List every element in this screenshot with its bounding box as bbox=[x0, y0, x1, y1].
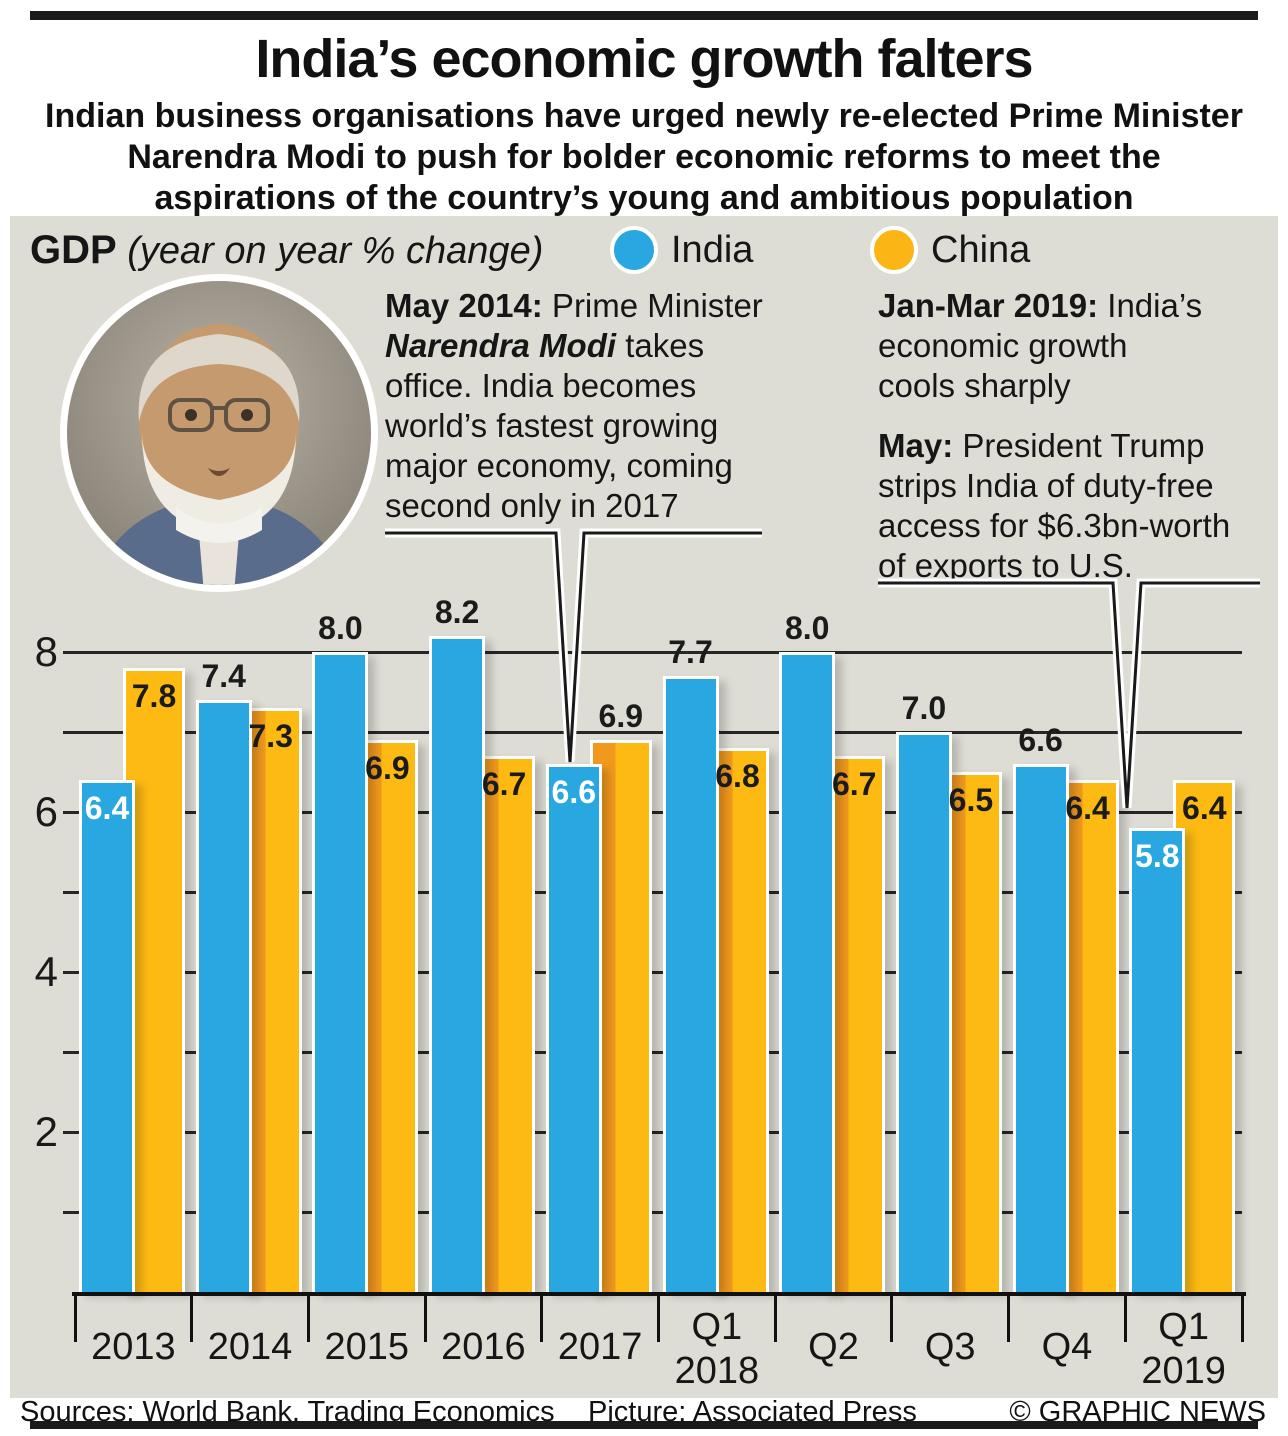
china-value-label: 6.4 bbox=[1182, 790, 1227, 826]
china-value-label: 6.5 bbox=[948, 782, 994, 818]
axis-baseline bbox=[72, 1292, 1246, 1296]
india-bar bbox=[545, 764, 602, 1292]
india-bar bbox=[662, 676, 719, 1292]
india-value-label: 5.8 bbox=[1135, 838, 1180, 874]
x-axis-label: 2017 bbox=[557, 1326, 643, 1368]
legend-item-india: India bbox=[610, 226, 753, 274]
axis-divider bbox=[1007, 1296, 1011, 1342]
legend-item-china: China bbox=[870, 226, 1030, 274]
x-axis-label: Q4 bbox=[1041, 1326, 1093, 1368]
axis-divider bbox=[1240, 1296, 1244, 1342]
gridline bbox=[63, 891, 1242, 894]
annotation-lead: May 2014: bbox=[385, 287, 543, 324]
china-value-label: 6.7 bbox=[481, 766, 527, 802]
gridline bbox=[63, 1051, 1242, 1054]
top-rule bbox=[30, 11, 1258, 20]
china-value-label: 6.4 bbox=[1065, 790, 1110, 826]
annotation-lead: Jan-Mar 2019: bbox=[878, 287, 1099, 324]
x-axis-label: Q1 bbox=[1158, 1306, 1209, 1348]
axis-divider bbox=[1123, 1296, 1127, 1342]
india-value-label: 8.0 bbox=[784, 610, 830, 646]
china-value-label: 6.7 bbox=[831, 766, 877, 802]
page-title: India’s economic growth falters bbox=[255, 29, 1033, 89]
y-axis-label: 8 bbox=[34, 628, 58, 675]
axis-divider bbox=[773, 1296, 777, 1342]
axis-divider bbox=[73, 1296, 77, 1342]
annotation-2019: Jan-Mar 2019: India’s economic growth co… bbox=[878, 287, 1231, 584]
gridline bbox=[63, 971, 1242, 974]
axis-divider bbox=[423, 1296, 427, 1342]
india-bar bbox=[895, 732, 952, 1292]
subtitle-line: Narendra Modi to push for bolder economi… bbox=[127, 138, 1161, 176]
subtitle-line: Indian business organisations have urged… bbox=[45, 97, 1243, 135]
india-value-label: 7.0 bbox=[901, 690, 947, 726]
subtitle-line: aspirations of the country’s young and a… bbox=[154, 179, 1134, 217]
chart-heading: GDP (year on year % change) bbox=[30, 228, 543, 273]
axis-divider bbox=[540, 1296, 544, 1342]
x-axis-label: Q3 bbox=[924, 1326, 976, 1368]
china-value-label: 6.8 bbox=[715, 758, 760, 794]
legend-label: India bbox=[671, 228, 754, 271]
gridline bbox=[63, 1211, 1242, 1214]
india-value-label: 6.6 bbox=[1018, 722, 1063, 758]
axis-divider bbox=[890, 1296, 894, 1342]
india-value-label: 7.7 bbox=[668, 634, 713, 670]
india-bar bbox=[1129, 828, 1186, 1292]
y-axis-label: 2 bbox=[34, 1108, 58, 1155]
china-value-label: 7.8 bbox=[131, 678, 177, 714]
gdp-label: GDP bbox=[30, 228, 117, 272]
china-value-label: 6.9 bbox=[598, 698, 644, 734]
china-value-label: 7.3 bbox=[248, 718, 293, 754]
india-value-label: 7.4 bbox=[201, 658, 246, 694]
india-bar bbox=[312, 652, 369, 1292]
india-bar bbox=[1012, 764, 1069, 1292]
x-axis-label: 2018 bbox=[674, 1350, 760, 1392]
x-axis-label: 2014 bbox=[207, 1326, 293, 1368]
x-axis-label: Q2 bbox=[808, 1326, 859, 1368]
annotation-may-2014: May 2014: Prime Minister Narendra Modi t… bbox=[385, 287, 763, 524]
india-bar bbox=[779, 652, 836, 1292]
gridline bbox=[63, 651, 1242, 654]
x-axis-label: Q1 bbox=[691, 1306, 743, 1348]
india-value-label: 8.0 bbox=[318, 610, 363, 646]
axis-divider bbox=[657, 1296, 660, 1342]
page-subtitle: Indian business organisations have urged… bbox=[14, 96, 1274, 219]
x-axis-label: 2013 bbox=[91, 1326, 176, 1368]
annotation-name: Narendra Modi bbox=[385, 327, 617, 364]
x-axis-label: 2015 bbox=[324, 1326, 409, 1368]
y-axis-label: 4 bbox=[34, 948, 58, 995]
modi-photo bbox=[60, 274, 378, 592]
india-legend-dot-icon bbox=[610, 226, 658, 274]
india-value-label: 6.4 bbox=[84, 790, 130, 826]
gridline bbox=[63, 811, 1242, 814]
india-bar bbox=[79, 780, 135, 1292]
india-bar bbox=[195, 700, 252, 1292]
india-bar bbox=[429, 636, 486, 1292]
annotation-lead: May: bbox=[878, 427, 954, 464]
gridline bbox=[63, 1131, 1242, 1134]
axis-divider bbox=[306, 1296, 310, 1342]
china-legend-dot-icon bbox=[870, 226, 918, 274]
x-axis-label: 2019 bbox=[1141, 1350, 1226, 1392]
india-value-label: 8.2 bbox=[434, 594, 480, 630]
china-value-label: 6.9 bbox=[365, 750, 410, 786]
axis-divider bbox=[190, 1296, 194, 1342]
chart-panel: GDP (year on year % change) India China bbox=[10, 216, 1278, 1398]
india-value-label: 6.6 bbox=[551, 774, 597, 810]
legend-label: China bbox=[931, 228, 1031, 271]
bottom-rule bbox=[30, 1421, 1258, 1429]
y-axis-label: 6 bbox=[34, 788, 58, 835]
gdp-bar-chart: 2 4 6 8 6.4 7.8 7.4 7.3 8.0 6.9 8.2 6.7 6.6 6.9 7.7 6.8… bbox=[10, 216, 1278, 1398]
x-axis-label: 2016 bbox=[441, 1326, 526, 1368]
gdp-note: (year on year % change) bbox=[116, 230, 544, 272]
